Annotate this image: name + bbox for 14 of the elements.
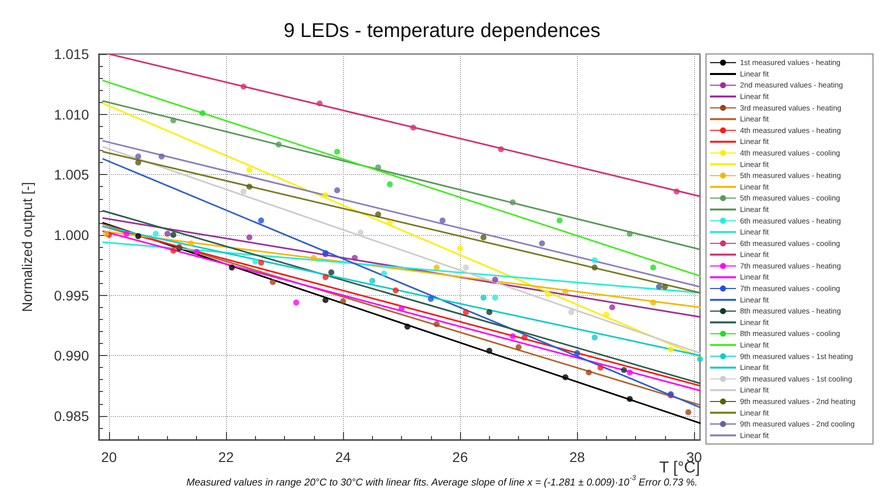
y-tick-label: 1.010 — [54, 106, 90, 122]
y-tick-label: 0.995 — [54, 287, 90, 304]
y-tick-label: 0.990 — [54, 348, 90, 364]
y-tick-label: 0.985 — [54, 408, 90, 424]
x-tick-label: 20 — [101, 449, 117, 465]
chart-title: 9 LEDs - temperature dependences — [284, 20, 600, 42]
y-tick-label: 1.015 — [54, 46, 90, 62]
x-tick-label: 28 — [569, 449, 586, 465]
y-tick-label: 1.000 — [54, 226, 90, 243]
y-tick-label: 1.005 — [54, 166, 90, 183]
x-tick-label: 22 — [218, 449, 234, 465]
x-tick-label: 24 — [335, 449, 352, 465]
y-axis-title: Normalized output [-] — [19, 182, 35, 312]
x-tick-label: 26 — [452, 449, 468, 465]
